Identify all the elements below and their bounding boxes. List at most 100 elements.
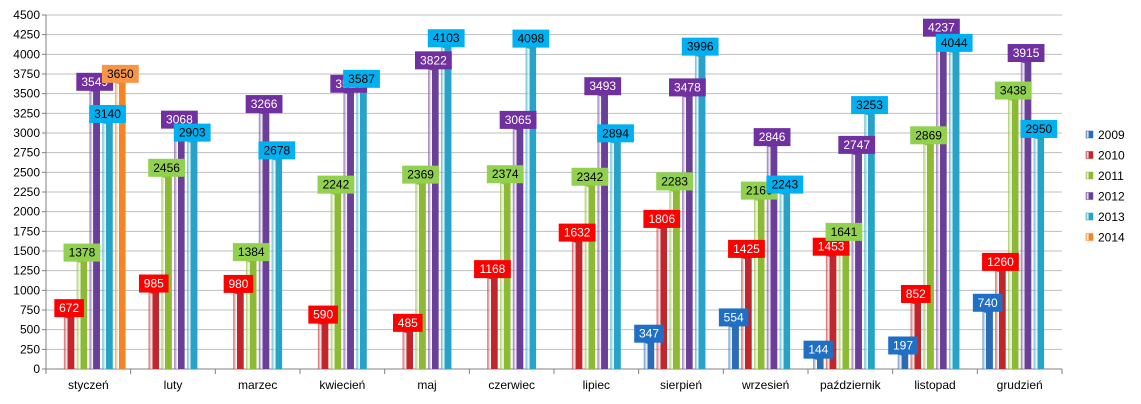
data-label: 144 [803,340,834,359]
legend-item: 2011 [1085,169,1124,183]
data-label-box [558,223,596,242]
data-label: 3253 [851,96,888,115]
x-tick-label: styczeń [68,378,109,392]
data-label-text: 2242 [323,178,350,192]
data-label-text: 4103 [433,31,460,45]
data-label: 4103 [427,29,465,48]
data-label: 1453 [812,237,850,256]
data-label-text: 985 [144,277,164,291]
y-tick-label: 1250 [13,264,40,278]
legend-item: 2012 [1085,190,1125,204]
data-label-text: 3253 [856,98,883,112]
data-label: 2894 [597,124,634,143]
data-label-box [718,308,749,327]
data-label-text: 4044 [941,36,968,50]
data-label-box [571,167,609,186]
x-tick-label: wrzesień [741,378,789,392]
x-tick-label: czerwiec [488,378,535,392]
data-label: 4237 [923,18,960,37]
data-label-box [232,243,270,262]
data-label: 1425 [728,239,765,258]
data-label-text: 2342 [577,170,604,184]
data-label: 2283 [656,172,693,191]
x-tick-label: sierpień [660,378,702,392]
data-label-box [982,252,1019,271]
data-label-text: 4237 [928,21,955,35]
bar [233,291,244,369]
data-label: 3822 [415,51,452,70]
bar [174,127,185,369]
legend-swatch [1085,233,1094,241]
legend-swatch [1085,151,1094,159]
data-label: 2846 [753,128,791,147]
data-label-box [393,313,423,332]
data-label: 672 [54,299,84,318]
data-label-box [63,243,101,262]
data-label-text: 740 [978,296,998,310]
bar [982,310,993,369]
bar [356,86,367,370]
bar [597,94,608,369]
legend-swatch [1085,130,1094,139]
y-tick-label: 3500 [13,87,40,101]
bar [910,301,922,369]
bar [948,50,960,369]
legend-item: 2013 [1085,210,1125,224]
data-label-text: 2456 [153,161,180,175]
legend-label: 2012 [1098,190,1125,204]
data-label-box [728,239,765,258]
bar [161,175,172,369]
data-label-box [258,141,296,160]
data-label-box [148,158,185,177]
bar [525,46,537,370]
data-label-text: 3915 [1013,46,1040,60]
data-label-box [753,128,791,147]
data-label: 2456 [148,158,185,177]
y-tick-label: 2250 [13,185,40,199]
x-tick-label: październik [820,378,882,392]
data-label-box [486,165,524,184]
data-label: 3478 [669,78,706,97]
y-tick-label: 0 [33,362,40,376]
data-label-text: 197 [893,339,913,353]
data-label: 3493 [584,77,622,96]
data-label-box [994,81,1032,100]
y-tick-label: 1000 [13,283,40,297]
legend-swatch [1085,192,1094,200]
data-label-text: 1168 [480,262,506,276]
bar [584,184,596,369]
bar [694,54,706,369]
data-label-text: 980 [228,277,248,291]
bar [669,189,680,369]
data-label: 3140 [89,104,126,123]
data-label-text: 3065 [505,113,532,127]
data-label-box [812,237,850,256]
data-label-box [343,69,380,88]
data-label-box [1020,119,1058,138]
data-label-text: 1641 [831,225,858,239]
data-label-box [427,29,465,48]
bar [415,182,426,369]
data-label-text: 2894 [602,126,629,140]
data-label-text: 2950 [1026,122,1053,136]
y-tick-label: 3000 [13,126,40,140]
bar [643,341,655,369]
data-label-box [643,209,681,228]
bar [1008,98,1019,369]
legend-swatch [1085,212,1094,221]
data-label-text: 3068 [166,113,193,127]
data-label-text: 3650 [107,67,134,81]
bar [440,46,452,370]
bar [487,277,498,369]
data-label-box [512,29,550,48]
data-label-text: 1806 [648,212,675,226]
data-label: 1806 [643,209,681,228]
data-label-box [54,299,84,318]
y-tick-label: 1750 [13,224,40,238]
bar [186,140,198,369]
data-label-text: 3822 [420,53,447,67]
bar [728,325,739,369]
x-tick-label: listopad [914,378,955,392]
data-label-text: 1378 [69,246,96,260]
bar [246,260,257,369]
